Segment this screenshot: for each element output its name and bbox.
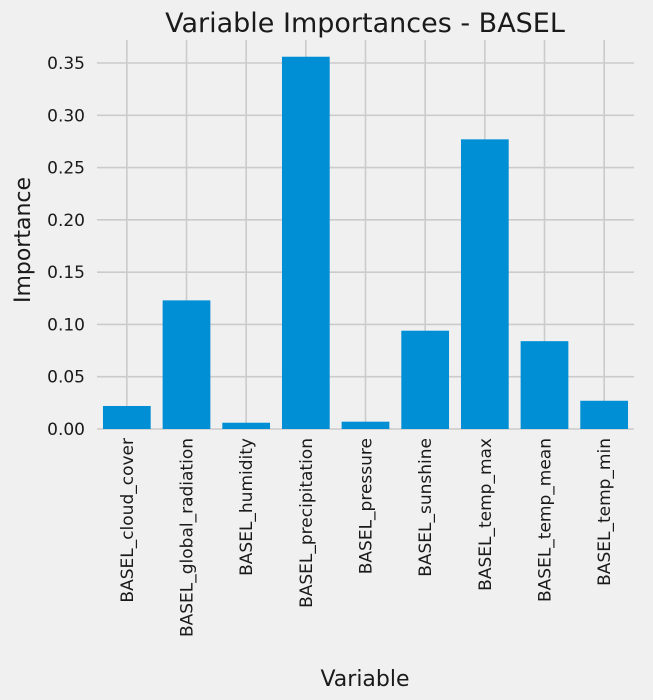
y-tick-label: 0.05 (47, 368, 85, 388)
bar-basel-temp-min (580, 400, 629, 429)
y-tick-label: 0.10 (47, 315, 85, 335)
x-tick-label: BASEL_temp_mean (536, 438, 556, 602)
x-tick-label: BASEL_cloud_cover (118, 438, 138, 603)
y-tick-label: 0.20 (47, 211, 85, 231)
x-tick-label: BASEL_temp_min (595, 438, 615, 586)
y-tick-label: 0.25 (47, 159, 85, 179)
bar-basel-humidity (222, 422, 271, 429)
y-tick-label: 0.35 (47, 54, 85, 74)
y-tick-label: 0.00 (47, 420, 85, 440)
chart-title: Variable Importances - BASEL (165, 8, 565, 39)
x-tick-label: BASEL_temp_max (476, 438, 496, 591)
bar-basel-global-radiation (162, 300, 211, 429)
x-tick-label: BASEL_pressure (357, 438, 377, 574)
x-axis-label: Variable (320, 667, 409, 692)
bar-basel-pressure (341, 421, 390, 429)
x-tick-label: BASEL_global_radiation (178, 438, 198, 637)
x-tick-label: BASEL_precipitation (297, 438, 317, 608)
x-axis-ticks: BASEL_cloud_cover BASEL_global_radiation B… (118, 438, 615, 637)
bars (102, 56, 629, 430)
x-tick-label: BASEL_humidity (237, 438, 257, 576)
y-axis-label: Importance (11, 177, 36, 303)
y-axis-ticks: 0.00 0.05 0.10 0.15 0.20 0.25 0.30 0.35 (47, 54, 85, 440)
bar-basel-temp-max (460, 139, 509, 429)
bar-basel-sunshine (401, 330, 450, 429)
bar-basel-temp-mean (520, 341, 569, 429)
x-tick-label: BASEL_sunshine (416, 438, 436, 577)
y-tick-label: 0.15 (47, 263, 85, 283)
bar-basel-cloud-cover (102, 405, 151, 429)
bar-basel-precipitation (281, 56, 330, 430)
y-tick-label: 0.30 (47, 106, 85, 126)
